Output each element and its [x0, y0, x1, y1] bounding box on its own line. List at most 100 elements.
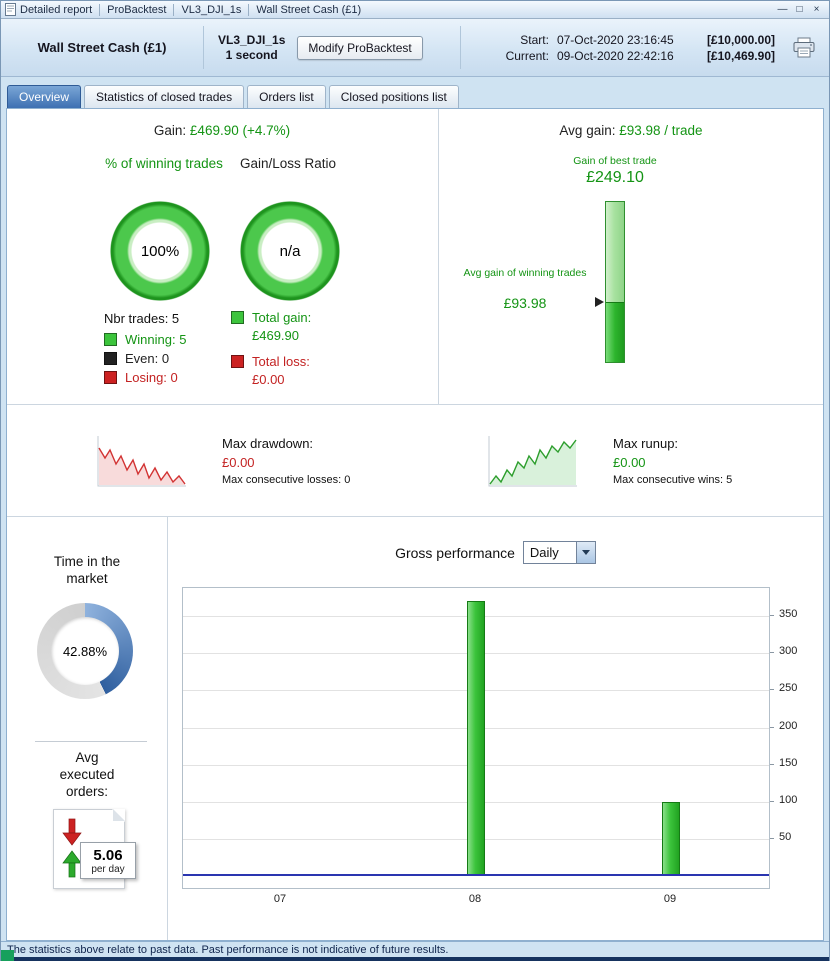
start-label: Start:: [520, 32, 549, 47]
instrument-name: Wall Street Cash (£1): [37, 40, 167, 55]
total-loss-label: Total loss:: [252, 354, 310, 369]
max-runup-title: Max runup:: [613, 435, 679, 451]
total-gain-label: Total gain:: [252, 310, 312, 325]
time-in-market-value: 42.88%: [62, 643, 108, 659]
runup-chart-icon: [488, 435, 577, 486]
gain-value: £469.90 (+4.7%): [189, 123, 291, 138]
winning-legend-label: Winning: 5: [125, 332, 187, 347]
even-swatch: [104, 352, 117, 365]
legend-losing: Losing: 0: [104, 370, 178, 385]
tab-statistics-closed-trades[interactable]: Statistics of closed trades: [84, 85, 245, 108]
y-tick-label: 200: [769, 720, 797, 732]
best-trade-value: £249.10: [586, 169, 644, 186]
total-loss-swatch: [231, 355, 244, 368]
total-gain-swatch: [231, 311, 244, 324]
close-button[interactable]: ×: [813, 4, 820, 15]
period-select[interactable]: Daily: [522, 541, 596, 564]
orders-page-icon: 5.06 per day: [53, 809, 136, 889]
gain-summary: Gain: £469.90 (+4.7%): [7, 123, 437, 138]
avg-gain-label: Avg gain:: [559, 123, 616, 138]
current-amount: [£10,469.90]: [706, 48, 775, 63]
title-probacktest: ProBacktest: [99, 3, 173, 16]
start-datetime: 07-Oct-2020 23:16:45: [556, 32, 674, 47]
overview-panel: Gain: £469.90 (+4.7%) % of winning trade…: [6, 108, 824, 941]
disclaimer-text: The statistics above relate to past data…: [7, 943, 449, 956]
status-indicator: [1, 950, 14, 961]
max-drawdown-value: £0.00: [222, 454, 255, 470]
section-divider: [35, 741, 147, 742]
zero-baseline: [183, 874, 769, 876]
performance-bar: [467, 601, 485, 876]
max-drawdown-block: Max drawdown: £0.00 Max consecutive loss…: [7, 405, 415, 516]
modify-probacktest-button[interactable]: Modify ProBacktest: [297, 35, 423, 60]
y-axis-labels: 50 100 150 200 250 300 350: [769, 587, 814, 889]
system-timeframe: 1 second: [225, 47, 278, 62]
avg-orders-value-box: 5.06 per day: [80, 842, 136, 879]
avg-gain-fill: [606, 302, 624, 362]
time-in-market-gauge: 42.88%: [37, 603, 133, 699]
dropdown-arrow-icon[interactable]: [575, 542, 595, 563]
y-tick-label: 100: [769, 794, 797, 806]
period-select-value: Daily: [529, 545, 559, 560]
tab-closed-positions-list[interactable]: Closed positions list: [328, 85, 459, 108]
x-axis-labels: 07 08 09: [182, 893, 770, 909]
maximize-button[interactable]: □: [796, 4, 803, 15]
gain-loss-ratio-donut: n/a: [240, 201, 340, 301]
winning-trades-donut: 100%: [110, 201, 210, 301]
bottom-strip: [1, 950, 829, 961]
avg-orders-unit: per day: [91, 864, 125, 875]
max-runup-value: £0.00: [613, 454, 646, 470]
legend-even: Even: 0: [104, 351, 169, 366]
gross-performance-label: Gross performance: [395, 544, 515, 561]
winning-trades-title: % of winning trades: [105, 156, 223, 171]
gain-label: Gain:: [153, 123, 187, 138]
avg-win-value: £93.98: [503, 295, 547, 311]
avg-gain-value: £93.98 / trade: [619, 123, 703, 138]
performance-bar: [662, 802, 680, 876]
drawdown-runup-section: Max drawdown: £0.00 Max consecutive loss…: [7, 405, 823, 517]
tab-bar: Overview Statistics of closed trades Ord…: [1, 77, 829, 108]
current-datetime: 09-Oct-2020 22:42:16: [556, 48, 674, 63]
time-in-market-title: Time in the market: [53, 554, 121, 586]
tab-overview[interactable]: Overview: [7, 85, 82, 108]
buy-sell-arrows-icon: [62, 818, 82, 878]
y-tick-label: 50: [769, 831, 791, 843]
title-detailed-report: Detailed report: [20, 3, 93, 16]
tab-orders-list[interactable]: Orders list: [247, 85, 326, 108]
y-tick-label: 300: [769, 645, 797, 657]
system-name-block: VL3_DJI_1s 1 second: [218, 33, 285, 63]
x-tick-label: 09: [663, 893, 677, 905]
performance-section: Time in the market 42.88% Avg executed o…: [7, 517, 823, 940]
winning-swatch: [104, 333, 117, 346]
avg-orders-title: Avg executed orders:: [59, 750, 115, 799]
summary-section: Gain: £469.90 (+4.7%) % of winning trade…: [7, 109, 823, 405]
gain-loss-ratio-value: n/a: [279, 242, 301, 260]
y-tick-label: 150: [769, 757, 797, 769]
status-bar: The statistics above relate to past data…: [1, 941, 829, 957]
avg-gain-marker-icon: [595, 297, 604, 307]
print-button[interactable]: [791, 37, 817, 59]
max-consecutive-losses: Max consecutive losses: 0: [222, 473, 351, 486]
minimize-button[interactable]: —: [777, 4, 788, 15]
max-runup-block: Max runup: £0.00 Max consecutive wins: 5: [415, 405, 823, 516]
total-loss-block: Total loss: £0.00: [231, 354, 391, 387]
legend-winning: Winning: 5: [104, 332, 186, 347]
even-legend-label: Even: 0: [125, 351, 170, 366]
y-tick-label: 250: [769, 682, 797, 694]
header-divider: [459, 26, 461, 69]
drawdown-chart-icon: [97, 435, 186, 486]
account-summary: Start: 07-Oct-2020 23:16:45 [£10,000.00]…: [461, 33, 775, 63]
total-loss-value: £0.00: [252, 372, 285, 387]
y-tick-label: 350: [769, 608, 797, 620]
losing-swatch: [104, 371, 117, 384]
gross-performance-plot: [182, 587, 770, 889]
header-divider: [203, 26, 204, 69]
report-icon: [5, 3, 16, 16]
nbr-trades: Nbr trades: 5: [104, 311, 180, 326]
titlebar: Detailed report ProBacktest VL3_DJI_1s W…: [1, 1, 829, 19]
avg-orders-value: 5.06: [93, 847, 123, 864]
report-header: Wall Street Cash (£1) VL3_DJI_1s 1 secon…: [1, 19, 829, 77]
total-gain-value: £469.90: [252, 328, 299, 343]
max-consecutive-wins: Max consecutive wins: 5: [613, 473, 733, 486]
